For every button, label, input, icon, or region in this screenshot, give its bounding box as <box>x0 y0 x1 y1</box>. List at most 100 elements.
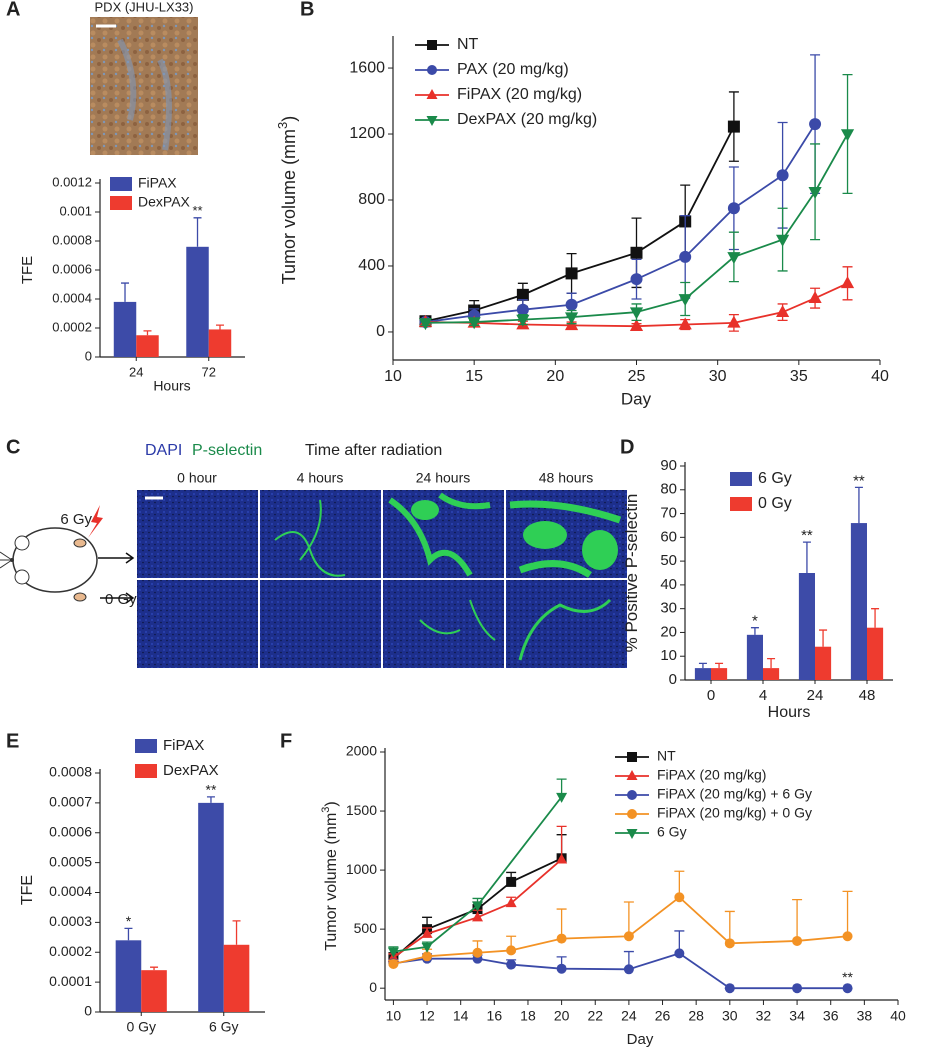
decoration <box>73 592 87 602</box>
marker <box>792 983 803 994</box>
decoration <box>0 551 13 569</box>
column-label: 24 hours <box>416 470 470 486</box>
decoration <box>518 598 612 661</box>
decoration <box>260 580 381 668</box>
marker <box>627 809 637 819</box>
decoration <box>582 530 618 570</box>
annotation: ** <box>801 527 813 544</box>
annotation: ** <box>842 969 853 985</box>
panel-label: C <box>6 436 20 458</box>
x-tick-label: 6 Gy <box>209 1019 239 1035</box>
marker <box>426 116 438 126</box>
marker <box>516 314 530 327</box>
marker <box>427 40 437 50</box>
x-tick-label: 28 <box>688 1008 704 1024</box>
y-tick-label: 0.0008 <box>49 764 92 780</box>
marker <box>421 927 433 938</box>
marker <box>678 317 692 330</box>
marker <box>842 931 853 942</box>
error-bar <box>215 324 224 330</box>
marker <box>422 951 433 962</box>
y-axis-label: TFE <box>19 256 36 284</box>
marker <box>506 876 517 887</box>
error-bar <box>767 657 776 669</box>
y-axis-label-text: TFE <box>19 256 36 284</box>
series-line <box>425 133 849 324</box>
y-axis-label-text: % Positive P-selectin <box>622 494 641 653</box>
y-tick-label: 0.0006 <box>49 823 92 839</box>
marker <box>840 129 855 142</box>
decoration <box>419 599 496 641</box>
legend-label: NT <box>457 36 479 53</box>
y-axis-label: % Positive P-selectin <box>622 494 641 653</box>
marker <box>387 947 399 958</box>
marker <box>679 250 692 263</box>
marker <box>808 186 822 199</box>
y-tick-label: 90 <box>660 457 677 474</box>
marker <box>792 935 803 946</box>
error-bar <box>724 910 735 944</box>
marker <box>776 169 789 182</box>
x-tick-label: 18 <box>520 1008 536 1024</box>
error-bar <box>193 217 202 247</box>
x-tick-label: 36 <box>823 1008 839 1024</box>
legend-label: FiPAX <box>163 737 204 754</box>
y-tick-label: 0.0003 <box>49 913 92 929</box>
bar <box>136 335 159 357</box>
x-tick-label: 12 <box>419 1008 435 1024</box>
legend-label: DexPAX (20 mg/kg) <box>457 111 597 128</box>
stain-label: P-selectin <box>192 442 262 459</box>
bar <box>850 523 867 680</box>
marker <box>472 947 483 958</box>
y-tick-label: 0.0004 <box>52 290 92 305</box>
annotation: ** <box>206 782 217 798</box>
y-axis-label-text: Tumor volume (mm <box>279 129 299 284</box>
decoration <box>506 580 627 668</box>
x-tick-label: 10 <box>386 1008 402 1024</box>
annotation: * <box>126 913 132 929</box>
decoration <box>509 500 622 578</box>
series-line <box>393 796 563 953</box>
y-tick-label: 0 <box>85 348 92 363</box>
error-bar <box>124 927 133 941</box>
bar <box>115 940 142 1012</box>
y-axis-label-text: ) <box>323 801 340 806</box>
error-bar <box>206 796 215 803</box>
decoration <box>137 490 258 578</box>
y-tick-label: 30 <box>660 600 677 617</box>
marker <box>426 89 438 99</box>
x-tick-label: 30 <box>709 368 727 385</box>
y-tick-label: 400 <box>358 257 385 274</box>
y-tick-label: 500 <box>354 920 378 936</box>
y-tick-label: 0.0008 <box>52 232 92 247</box>
y-axis-label: Tumor volume (mm3) <box>275 116 298 285</box>
marker <box>506 945 517 956</box>
marker <box>388 958 399 969</box>
legend-swatch <box>135 764 157 778</box>
marker <box>467 317 481 330</box>
marker <box>727 202 740 215</box>
error-bar <box>623 901 634 937</box>
bar <box>208 329 232 357</box>
legend-label: PAX (20 mg/kg) <box>457 61 569 78</box>
legend-label: FiPAX (20 mg/kg) <box>457 86 582 103</box>
bar <box>198 802 224 1012</box>
marker <box>626 829 638 839</box>
legend-label: 6 Gy <box>657 824 687 840</box>
x-tick-label: 34 <box>789 1008 805 1024</box>
marker <box>565 267 578 280</box>
x-tick-label: 38 <box>857 1008 873 1024</box>
marker <box>623 931 634 942</box>
decoration <box>14 535 30 551</box>
error-bar <box>121 282 130 302</box>
y-tick-label: 20 <box>660 623 677 640</box>
error-bar <box>232 920 241 945</box>
marker <box>516 303 529 316</box>
marker <box>565 298 578 311</box>
marker <box>727 315 741 328</box>
panel-label: B <box>300 0 314 20</box>
legend-label: FiPAX <box>138 175 177 191</box>
y-tick-label: 1500 <box>346 802 377 818</box>
marker <box>627 790 637 800</box>
y-tick-label: 0.001 <box>59 203 92 218</box>
